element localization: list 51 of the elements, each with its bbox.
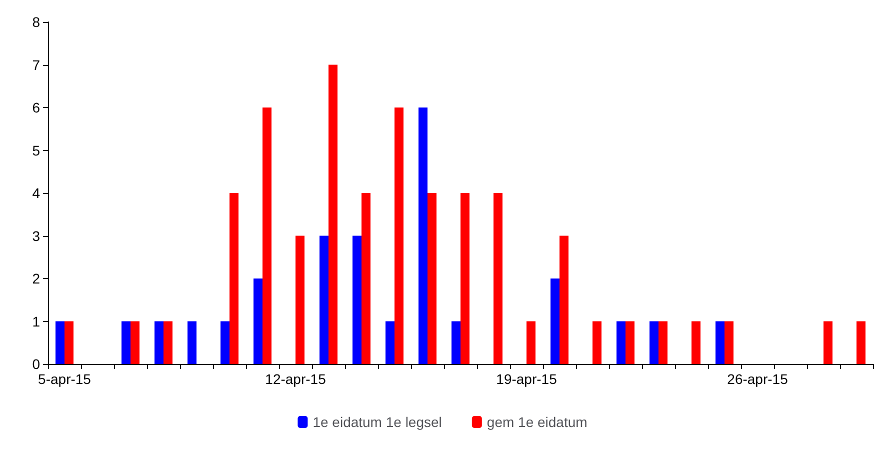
bar [658,321,668,364]
bar [130,321,140,364]
legend-label: 1e eidatum 1e legsel [312,414,442,430]
bar [230,193,238,364]
bar [550,278,560,364]
x-tick-label: 26-apr-15 [727,371,788,387]
y-tick-label: 4 [32,185,40,201]
bar [122,321,130,364]
bar [724,321,734,364]
bar [164,321,172,364]
y-tick-label: 1 [32,313,40,330]
y-tick-label: 6 [32,100,40,116]
x-tick-label: 19-apr-15 [496,371,558,387]
bar [188,321,196,364]
bar [460,193,470,364]
y-tick-label: 8 [32,14,40,30]
x-tick-label: 5-apr-15 [38,371,92,387]
bar [362,193,370,364]
bar [616,321,626,364]
bar [154,321,164,364]
bar [452,321,460,364]
y-tick-label: 2 [32,270,40,286]
bar [64,321,74,364]
bar [824,321,832,364]
bar [394,108,404,364]
y-tick-label: 3 [32,228,40,244]
bar [716,321,724,364]
bar [650,321,658,364]
legend-label: gem 1e eidatum [486,414,588,430]
bar [626,321,634,364]
bar [526,321,536,364]
bar [328,64,338,364]
bar [418,108,428,364]
y-tick-label: 7 [32,56,40,73]
x-tick-label: 12-apr-15 [265,371,326,387]
bar [296,236,304,364]
bar [320,236,328,364]
y-tick-label: 5 [32,142,40,158]
bar [56,321,64,364]
bar [254,278,262,364]
bar [494,193,502,364]
bar [352,236,362,364]
bar [560,236,568,364]
bar [856,321,866,364]
bar [692,321,700,364]
bar [262,108,272,364]
bar [592,321,602,364]
bar [220,321,230,364]
bar [428,193,436,364]
y-tick-label: 0 [32,356,40,372]
bar [386,321,394,364]
